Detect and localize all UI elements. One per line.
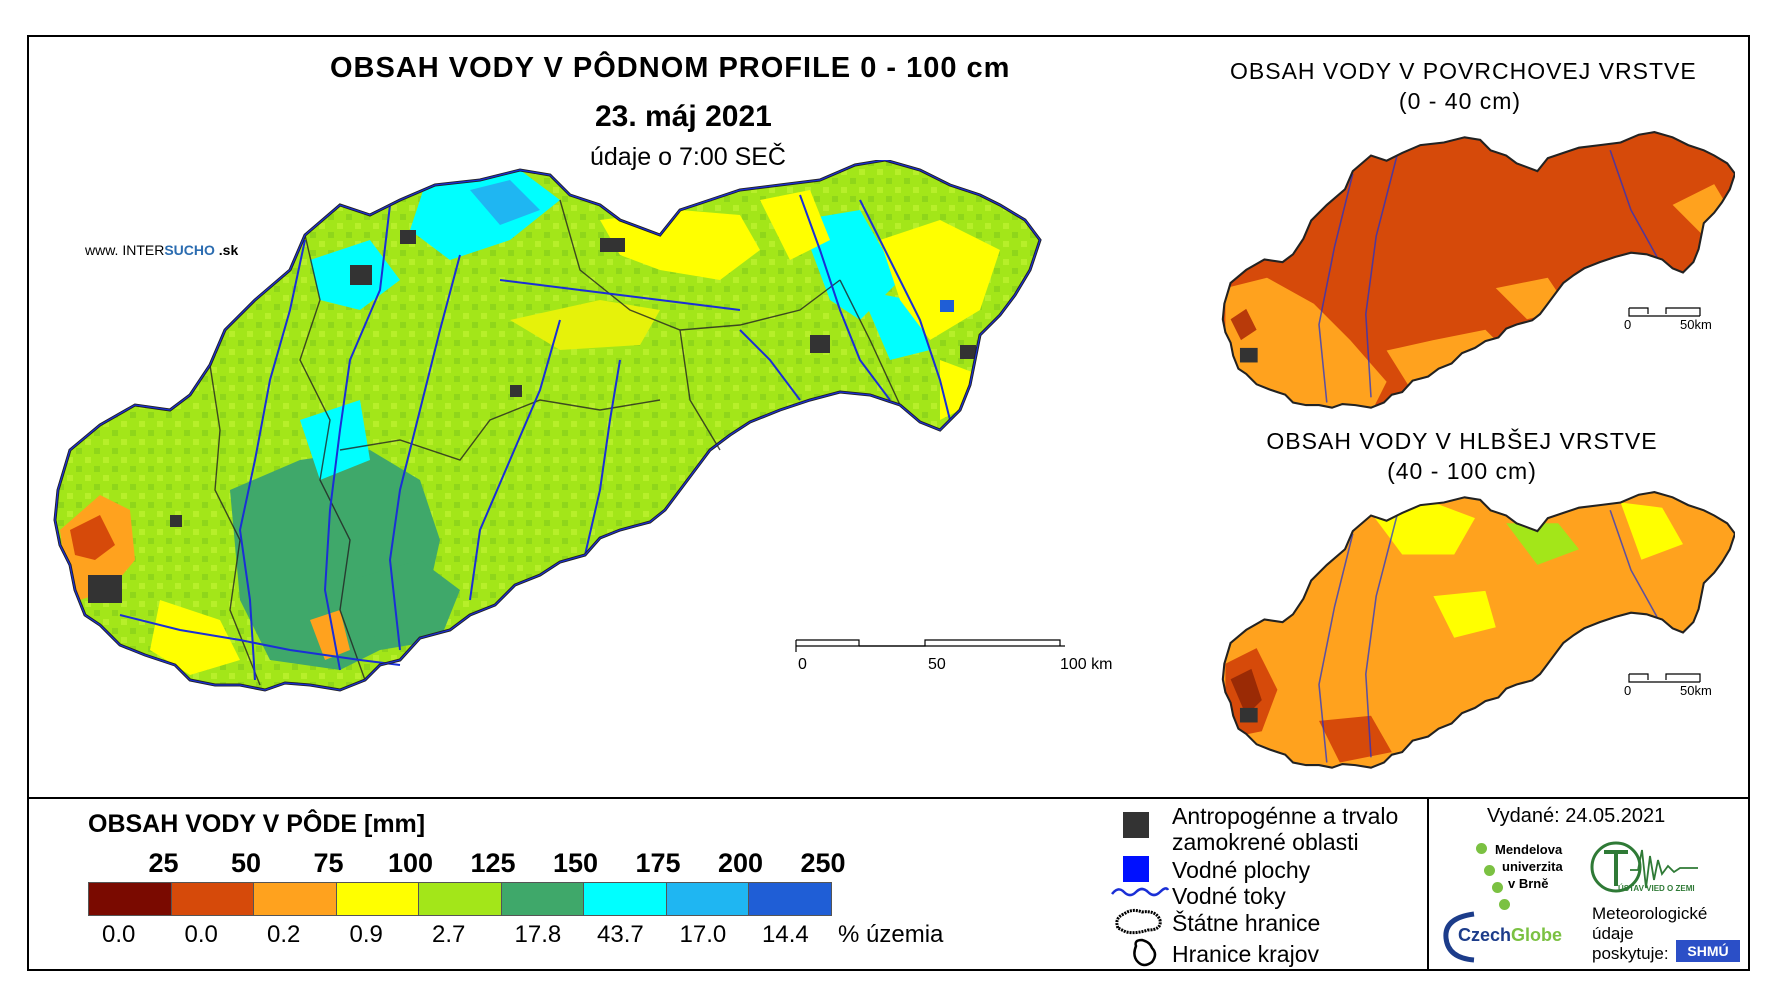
deep-map-title: OBSAH VODY V HLBŠEJ VRSTVE: [1266, 428, 1658, 454]
uvz-logo: [1590, 841, 1698, 893]
deep-scale-tick-0: 0: [1624, 683, 1632, 698]
legend-percent-1: 0.0: [184, 921, 218, 948]
state-border-label: Štátne hranice: [1172, 910, 1321, 936]
legend-percent-0: 0.0: [102, 921, 136, 948]
main-map-time-note: údaje o 7:00 SEČ: [590, 143, 786, 171]
surface-scale-tick-50: 50km: [1680, 317, 1712, 332]
legend-percent-8: 14.4: [762, 921, 809, 948]
legend-class-0: [88, 882, 172, 916]
legend-threshold-4: 125: [470, 848, 516, 878]
legend-threshold-8: 250: [800, 848, 846, 878]
water-bodies-symbol: [1123, 856, 1149, 882]
legend-class-8: [748, 882, 832, 916]
legend-class-5: [500, 882, 584, 916]
legend-percent-7: 17.0: [679, 921, 727, 948]
mendel-logo-line1: Mendelova: [1495, 842, 1563, 857]
meteo-label-1: Meteorologické: [1592, 904, 1708, 923]
mendel-dot-2: [1484, 865, 1495, 876]
divider-vertical: [1427, 797, 1429, 971]
divider-horizontal: [27, 797, 1750, 799]
mendel-dot-4: [1499, 899, 1510, 910]
anthropogenic-label-1: Antropogénne a trvalo: [1172, 803, 1399, 829]
state-border-symbol: [1115, 908, 1162, 935]
legend-class-2: [253, 882, 337, 916]
legend-percent-6: 43.7: [597, 921, 644, 948]
shmu-logo: SHMÚ: [1676, 940, 1740, 962]
main-map-date: 23. máj 2021: [595, 100, 772, 133]
legend-percent-unit: % územia: [838, 921, 944, 948]
anthropogenic-label-2: zamokrené oblasti: [1172, 829, 1359, 855]
legend-title: OBSAH VODY V PÔDE [mm]: [88, 810, 426, 838]
legend-class-1: [170, 882, 254, 916]
watermark-brand: SUCHO: [164, 242, 215, 258]
surface-scale-tick-0: 0: [1624, 317, 1632, 332]
water-streams-label: Vodné toky: [1172, 883, 1286, 909]
legend-threshold-6: 175: [635, 848, 681, 878]
legend-class-3: [335, 882, 419, 916]
deep-scale-tick-50: 50km: [1680, 683, 1712, 698]
surface-layer-map: [1221, 131, 1735, 409]
legend-class-4: [418, 882, 502, 916]
legend-percent-3: 0.9: [349, 921, 383, 948]
main-scale-tick-50: 50: [928, 656, 946, 673]
deep-scale-bar: [1628, 673, 1701, 683]
water-bodies-label: Vodné plochy: [1172, 857, 1311, 883]
main-soil-water-map: [53, 160, 1042, 692]
region-border-symbol: [1133, 938, 1157, 967]
watermark-prefix: www. INTER: [85, 242, 165, 258]
watermark: www. INTERSUCHO .sk: [85, 242, 238, 258]
legend-threshold-3: 100: [388, 848, 434, 878]
main-scale-tick-0: 0: [798, 656, 807, 673]
czechglobe-logo-text-a: Czech: [1458, 925, 1512, 945]
mendel-dot-1: [1476, 843, 1487, 854]
legend-threshold-7: 200: [718, 848, 764, 878]
czechglobe-logo-text-b: Globe: [1511, 925, 1563, 945]
legend-percent-4: 2.7: [432, 921, 466, 948]
main-scale-tick-100: 100 km: [1060, 656, 1113, 673]
water-streams-symbol: [1111, 887, 1170, 897]
czechglobe-logo-arc: [1443, 911, 1475, 963]
surface-scale-bar: [1628, 307, 1701, 317]
deep-map-depth: (40 - 100 cm): [1387, 458, 1537, 484]
meteo-label-2: údaje: [1592, 924, 1634, 943]
legend-percent-5: 17.8: [514, 921, 562, 948]
main-map-title: OBSAH VODY V PÔDNOM PROFILE 0 - 100 cm: [330, 52, 1011, 84]
surface-map-title: OBSAH VODY V POVRCHOVEJ VRSTVE: [1230, 58, 1697, 84]
legend-threshold-2: 75: [313, 848, 344, 878]
surface-map-depth: (0 - 40 cm): [1398, 88, 1522, 114]
mendel-logo-line3: v Brně: [1508, 876, 1549, 891]
watermark-suffix: .sk: [214, 242, 239, 258]
main-scale-bar: [795, 639, 1065, 652]
legend-threshold-0: 25: [148, 848, 179, 878]
issued-date: Vydané: 24.05.2021: [1487, 805, 1666, 827]
region-border-label: Hranice krajov: [1172, 941, 1319, 967]
legend-class-7: [665, 882, 749, 916]
map-frame: [27, 35, 1750, 971]
legend-threshold-5: 150: [553, 848, 599, 878]
anthropogenic-area-symbol: [1123, 812, 1149, 838]
czechglobe-logo-text: CzechGlobe: [1458, 925, 1562, 946]
mendel-logo-line2: univerzita: [1502, 859, 1563, 874]
legend-percent-2: 0.2: [267, 921, 301, 948]
uvz-logo-text: ÚSTAV VIED O ZEMI: [1618, 884, 1695, 893]
meteo-label-3: poskytuje:: [1592, 944, 1669, 963]
legend-class-6: [583, 882, 667, 916]
mendel-dot-3: [1492, 882, 1503, 893]
deep-layer-map: [1221, 491, 1735, 769]
legend-threshold-1: 50: [231, 848, 262, 878]
